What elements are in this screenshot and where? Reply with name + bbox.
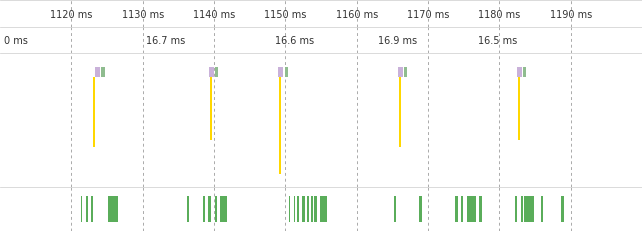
Text: 1160 ms: 1160 ms <box>336 10 377 20</box>
Bar <box>455 196 458 222</box>
Bar <box>525 196 534 222</box>
Bar <box>560 196 564 222</box>
Bar <box>208 196 211 222</box>
Text: 1130 ms: 1130 ms <box>121 10 164 20</box>
Bar <box>297 196 299 222</box>
Text: 16.9 ms: 16.9 ms <box>378 36 417 46</box>
Bar <box>279 77 281 96</box>
Text: 16.5 ms: 16.5 ms <box>478 36 517 46</box>
Bar <box>92 96 94 147</box>
Bar <box>284 67 288 77</box>
Bar <box>467 196 476 222</box>
Text: 1170 ms: 1170 ms <box>407 10 449 20</box>
Bar <box>91 196 93 222</box>
Bar <box>108 196 117 222</box>
Bar <box>541 196 543 222</box>
Bar <box>523 67 526 77</box>
Text: 0 ms: 0 ms <box>4 36 28 46</box>
Bar <box>92 77 95 96</box>
Bar <box>214 67 218 77</box>
Bar <box>302 196 304 222</box>
Bar <box>307 196 309 222</box>
Bar <box>220 196 227 222</box>
Bar <box>187 196 189 222</box>
Bar <box>311 196 313 222</box>
Bar <box>399 96 401 147</box>
Bar <box>480 196 482 222</box>
Bar <box>279 96 281 174</box>
Text: 1180 ms: 1180 ms <box>478 10 521 20</box>
Bar <box>86 196 88 222</box>
Text: 1140 ms: 1140 ms <box>193 10 235 20</box>
Bar <box>210 96 211 140</box>
Bar <box>294 196 295 222</box>
Bar <box>394 196 395 222</box>
Bar <box>95 67 100 77</box>
Text: 1150 ms: 1150 ms <box>264 10 306 20</box>
Bar <box>517 67 522 77</box>
Bar <box>404 67 407 77</box>
Text: 16.6 ms: 16.6 ms <box>275 36 314 46</box>
Bar <box>399 77 401 96</box>
Bar <box>320 196 327 222</box>
Bar <box>398 67 403 77</box>
Bar <box>515 196 517 222</box>
Bar <box>521 196 523 222</box>
Bar <box>314 196 317 222</box>
Bar <box>518 96 519 140</box>
Text: 16.7 ms: 16.7 ms <box>146 36 186 46</box>
Bar <box>81 196 82 222</box>
Bar <box>204 196 205 222</box>
Bar <box>214 196 217 222</box>
Bar <box>278 67 283 77</box>
Text: 1190 ms: 1190 ms <box>550 10 592 20</box>
Bar <box>518 77 521 96</box>
Bar <box>289 196 290 222</box>
Text: 1120 ms: 1120 ms <box>50 10 92 20</box>
Bar <box>210 77 213 96</box>
Bar <box>419 196 422 222</box>
Bar <box>209 67 214 77</box>
Bar <box>101 67 105 77</box>
Bar <box>461 196 464 222</box>
